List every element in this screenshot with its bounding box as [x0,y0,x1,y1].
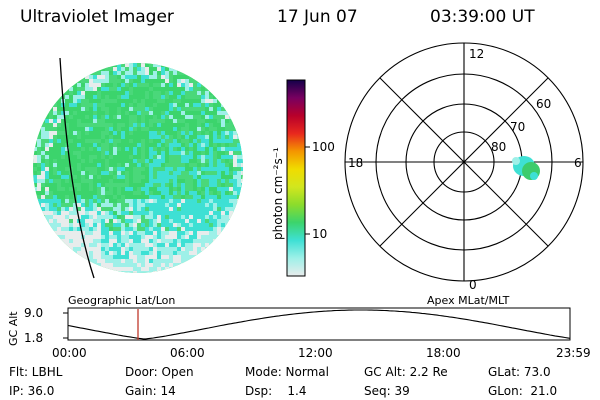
auroral-spot [512,156,540,180]
globe-image [33,57,243,279]
colorbar [286,79,306,277]
xtick-0600: 06:00 [170,346,205,360]
xtick-1200: 12:00 [298,346,333,360]
status-gain: Gain: 14 [125,384,176,398]
status-door: Door: Open [125,365,194,379]
altitude-axis-label: GC Alt [7,311,20,346]
status-seq: Seq: 39 [364,384,410,398]
xtick-2359: 23:59 [556,346,591,360]
mlt-label-18: 18 [348,156,364,170]
colorbar-unit-label: photon cm⁻²s⁻¹ [271,147,285,240]
xtick-1800: 18:00 [426,346,461,360]
lat-label-80: 80 [491,140,507,154]
xtick-0000: 00:00 [52,346,87,360]
geo-label: Geographic Lat/Lon [68,294,176,307]
polar-diag-2 [379,77,549,247]
globe-pixels [33,63,243,273]
status-glat: GLat: 73.0 [488,365,551,379]
status-flt: Flt: LBHL [9,365,63,379]
status-glon: GLon: 21.0 [488,384,558,398]
mlt-label-12: 12 [469,47,485,61]
status-mode: Mode: Normal [245,365,329,379]
apex-label: Apex MLat/MLT [427,294,510,307]
colorbar-tick-label-10: 10 [312,227,328,241]
mlt-label-6: 6 [574,156,582,170]
status-gcalt: GC Alt: 2.2 Re [364,365,448,379]
polar-plot [344,42,584,282]
colorbar-tick-label-100: 100 [312,140,335,154]
mlt-label-0: 0 [469,278,477,292]
altitude-ytick-high: 9.0 [24,306,44,320]
altitude-frame [67,307,571,341]
altitude-curve [67,309,571,340]
terminator-line [59,57,95,279]
time-label: 03:39:00 UT [430,7,535,27]
lat-label-60: 60 [536,97,552,111]
instrument-title: Ultraviolet Imager [20,7,174,27]
status-ip: IP: 36.0 [9,384,55,398]
date-label: 17 Jun 07 [277,7,358,27]
status-dsp: Dsp: 1.4 [245,384,307,398]
lat-label-70: 70 [510,120,526,134]
altitude-panel [63,307,571,341]
altitude-ytick-low: 1.8 [24,331,44,345]
